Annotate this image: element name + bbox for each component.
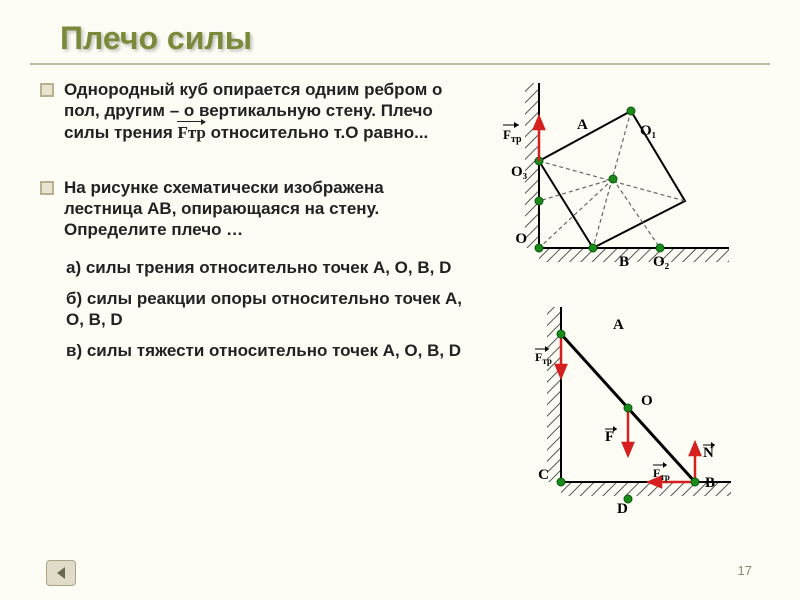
svg-text:Fтр: Fтр xyxy=(653,466,670,482)
title-underline xyxy=(30,63,770,65)
question-2-text: На рисунке схематически изображена лестн… xyxy=(64,177,463,241)
content-row: Однородный куб опирается одним ребром о … xyxy=(40,79,760,372)
slide-title: Плечо силы xyxy=(40,20,760,57)
svg-text:F: F xyxy=(605,429,614,445)
sub-b: б) силы реакции опоры относительно точек… xyxy=(66,288,463,331)
bullet-icon xyxy=(40,83,54,97)
question-1: Однородный куб опирается одним ребром о … xyxy=(40,79,463,143)
svg-text:О: О xyxy=(641,393,653,409)
slide: Плечо силы Однородный куб опирается одни… xyxy=(0,0,800,600)
svg-text:О: О xyxy=(515,231,527,247)
svg-text:С: С xyxy=(538,467,549,483)
question-2: На рисунке схематически изображена лестн… xyxy=(40,177,463,241)
friction-force-symbol: Fтр xyxy=(177,122,205,143)
svg-text:А: А xyxy=(577,117,588,133)
figure-cube: А О₁ О₃ О В О₂ Fтр xyxy=(475,73,755,273)
q1-part2: относительно т.О равно... xyxy=(211,123,429,142)
svg-text:О₁: О₁ xyxy=(640,123,656,139)
text-column: Однородный куб опирается одним ребром о … xyxy=(40,79,463,372)
page-number: 17 xyxy=(738,563,752,578)
question-1-text: Однородный куб опирается одним ребром о … xyxy=(64,79,463,143)
figure-column: А О₁ О₃ О В О₂ Fтр xyxy=(475,79,760,372)
figure-ladder: А О В С D N F Fтр Fтр xyxy=(505,299,755,519)
bullet-icon xyxy=(40,181,54,195)
svg-text:В: В xyxy=(705,475,715,491)
svg-text:О₂: О₂ xyxy=(653,254,670,270)
svg-text:Fтр: Fтр xyxy=(503,127,522,145)
chevron-left-icon xyxy=(53,565,69,581)
sub-a: а) силы трения относительно точек А, О, … xyxy=(66,257,463,278)
svg-text:N: N xyxy=(703,445,714,461)
svg-text:А: А xyxy=(613,317,624,333)
svg-text:О₃: О₃ xyxy=(511,164,528,180)
sub-c: в) силы тяжести относительно точек А, О,… xyxy=(66,340,463,361)
prev-button[interactable] xyxy=(46,560,76,586)
svg-text:D: D xyxy=(617,501,628,517)
svg-text:В: В xyxy=(619,254,629,270)
